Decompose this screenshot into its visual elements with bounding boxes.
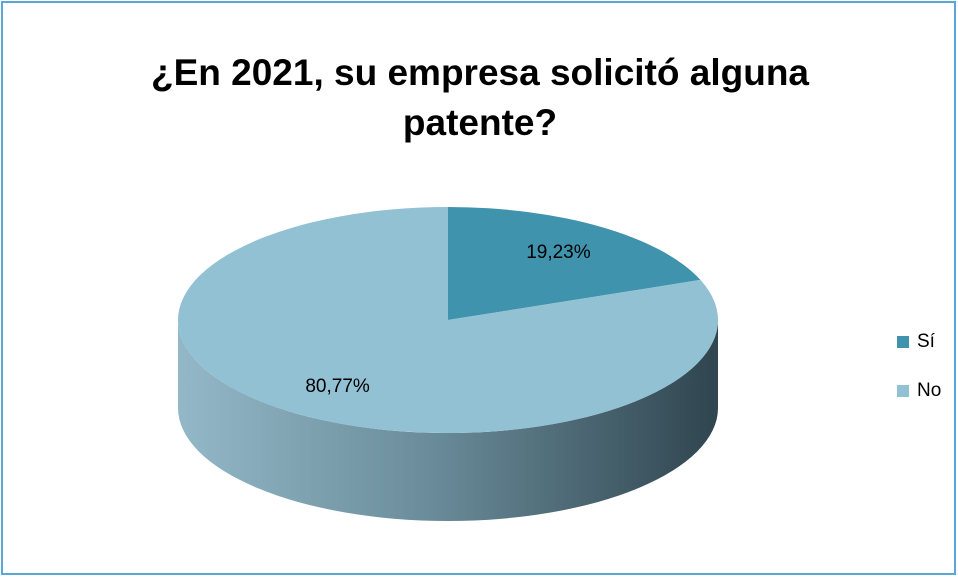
slice [178, 207, 719, 433]
data-label: 80,77% [305, 376, 370, 397]
chart-title: ¿En 2021, su empresa solicitó alguna [151, 52, 809, 93]
data-label: 19,23% [526, 242, 591, 263]
legend-swatch [897, 336, 909, 348]
slice-side [178, 320, 718, 521]
legend-swatch [897, 385, 909, 397]
legend-label: No [917, 380, 941, 401]
chart-title: patente? [403, 102, 557, 143]
legend-label: Sí [917, 331, 936, 352]
slice [448, 207, 701, 320]
